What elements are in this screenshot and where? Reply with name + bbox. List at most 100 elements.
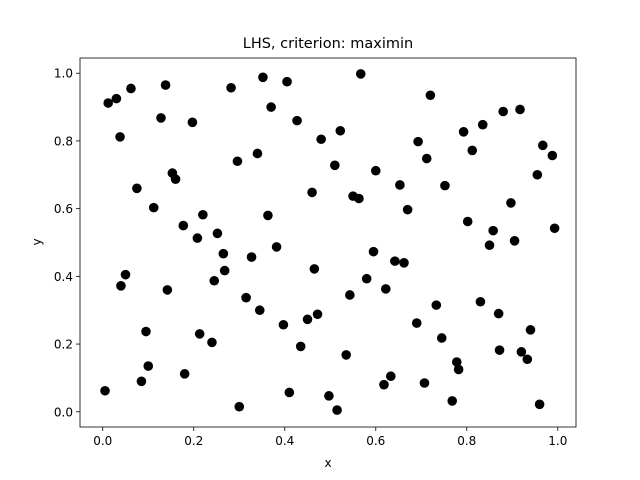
data-point (419, 378, 430, 388)
data-point (361, 273, 372, 284)
data-point (179, 369, 190, 379)
data-point (258, 72, 268, 83)
data-point (341, 350, 352, 360)
x-tick-label: 0.0 (93, 434, 112, 448)
data-point (278, 319, 289, 330)
data-point (370, 165, 381, 176)
data-point (136, 376, 147, 387)
data-point (126, 83, 136, 94)
data-point (379, 379, 389, 390)
data-point (475, 296, 486, 307)
data-point (462, 216, 473, 227)
data-point (330, 160, 340, 171)
data-point (440, 180, 450, 191)
data-point (411, 318, 422, 328)
y-tick-label: 0.4 (54, 270, 73, 284)
data-point (494, 345, 505, 355)
data-point (103, 98, 114, 108)
data-point (292, 115, 302, 126)
data-point (355, 69, 366, 79)
data-point (100, 385, 110, 396)
x-tick-label: 0.6 (366, 434, 385, 448)
data-point (282, 76, 292, 87)
data-point (246, 252, 257, 262)
data-point (509, 236, 520, 246)
data-point (156, 113, 166, 123)
chart-title: LHS, criterion: maximin (243, 36, 413, 52)
data-point (120, 269, 131, 280)
x-tick-label: 0.2 (184, 434, 203, 448)
data-point (436, 333, 447, 343)
data-point (506, 198, 516, 208)
x-tick-label: 0.8 (457, 434, 476, 448)
data-point (547, 150, 558, 161)
data-point (194, 329, 205, 339)
data-point (549, 223, 560, 234)
data-point (395, 180, 405, 190)
data-point (271, 242, 282, 252)
x-axis-label: x (324, 456, 331, 470)
x-tick-label: 0.4 (275, 434, 294, 448)
data-point (295, 341, 306, 352)
data-point (354, 193, 364, 204)
data-point (178, 220, 189, 231)
data-point (493, 308, 504, 319)
data-point (212, 228, 223, 239)
data-point (241, 292, 251, 303)
data-point (218, 248, 229, 259)
data-point (537, 140, 548, 151)
data-point (453, 364, 464, 375)
data-point (425, 90, 436, 101)
x-tick-label: 1.0 (548, 434, 567, 448)
data-point (266, 102, 276, 112)
data-point (368, 246, 379, 257)
data-point (170, 174, 181, 184)
data-point (302, 314, 313, 325)
data-point (209, 275, 220, 286)
data-point (413, 136, 423, 147)
data-point (532, 169, 543, 180)
data-point (254, 305, 265, 316)
data-point (399, 258, 409, 268)
y-tick-label: 0.6 (54, 202, 73, 216)
data-point (447, 396, 458, 406)
data-point (335, 125, 346, 136)
ticks-layer: 0.0 0.2 0.4 0.6 0.8 1.0 0.0 0.2 0.4 0.6 0.8 1.0 (54, 67, 567, 448)
data-point (534, 399, 545, 410)
y-axis-label: y (30, 238, 44, 245)
data-point (116, 281, 126, 291)
data-point (115, 132, 125, 142)
y-tick-label: 0.0 (54, 405, 73, 419)
data-point (160, 80, 171, 90)
data-point (263, 210, 273, 221)
data-point (187, 117, 198, 128)
data-point (307, 187, 317, 198)
data-point (312, 309, 323, 320)
y-tick-label: 1.0 (54, 67, 73, 81)
data-point (386, 371, 396, 382)
data-point (309, 264, 320, 274)
data-point (380, 284, 391, 294)
data-point (345, 290, 355, 300)
data-point (132, 183, 142, 194)
y-tick-label: 0.8 (54, 134, 73, 148)
data-point (198, 209, 208, 220)
data-point (498, 106, 508, 117)
data-point (192, 233, 203, 243)
data-point (390, 256, 400, 266)
data-point (284, 387, 295, 398)
data-point (324, 391, 334, 401)
data-point (477, 119, 488, 130)
y-tick-label: 0.2 (54, 338, 73, 352)
data-point (316, 134, 326, 145)
data-point (402, 204, 413, 215)
data-point (431, 300, 442, 310)
plot-frame (79, 57, 577, 428)
data-point (141, 326, 151, 337)
data-point (484, 240, 495, 251)
data-point (207, 337, 217, 348)
data-point (332, 405, 342, 415)
data-point (111, 93, 122, 104)
data-point (467, 145, 478, 156)
data-point (488, 225, 498, 236)
